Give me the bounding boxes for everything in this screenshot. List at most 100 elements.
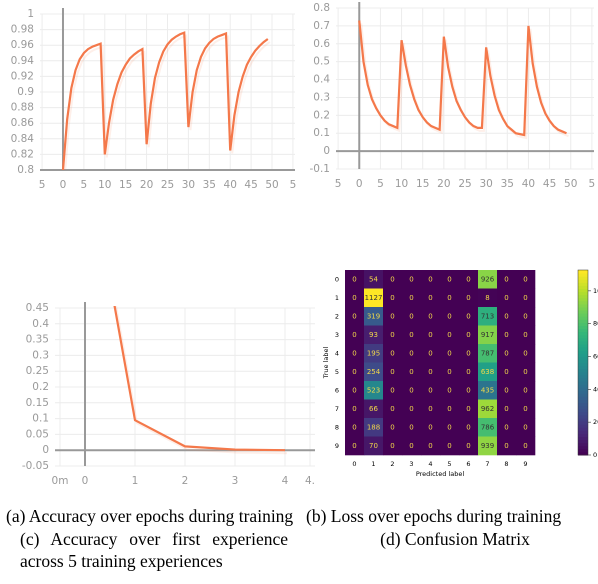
cell	[516, 270, 536, 289]
plot-area	[113, 306, 288, 455]
y-tick-label: 0	[335, 275, 339, 283]
cell	[345, 418, 365, 437]
y-tick-label: 0.8	[313, 2, 330, 14]
line	[61, 31, 269, 170]
cell-label: 0	[428, 349, 432, 357]
x-tick-label: 25	[458, 178, 471, 190]
cell	[516, 399, 536, 419]
x-tick-label: 3	[409, 460, 413, 468]
cell	[440, 288, 460, 308]
cell-label: 0	[409, 312, 413, 320]
cell-label: 962	[481, 405, 494, 413]
colorbar-segment	[578, 424, 588, 428]
cell-label: 0	[352, 442, 356, 450]
cell-label: 917	[481, 331, 494, 339]
cell-label: 0	[447, 368, 451, 376]
cell-label: 8	[485, 294, 489, 302]
cell	[383, 418, 403, 437]
x-tick-label: 45	[244, 179, 257, 191]
cell	[497, 436, 517, 456]
cell-label: 0	[466, 349, 470, 357]
cell	[421, 270, 441, 289]
colorbar-segment	[578, 270, 588, 274]
cell	[497, 325, 517, 345]
cell-label: 93	[369, 331, 378, 339]
colorbar-segment	[578, 451, 588, 456]
cell-label: 0	[352, 368, 356, 376]
cell	[440, 270, 460, 289]
cell-label: 0	[504, 294, 508, 302]
cell-label: 0	[447, 294, 451, 302]
x-tick-label: 20	[140, 179, 153, 191]
x-tick-label: 5	[335, 178, 342, 190]
cell-label: 0	[523, 442, 527, 450]
cell	[516, 381, 536, 400]
colorbar-segment	[578, 427, 588, 431]
cell-label: 0	[409, 442, 413, 450]
cell-label: 0	[523, 331, 527, 339]
cell	[345, 288, 365, 308]
colorbar-segment	[578, 445, 588, 450]
cell	[421, 325, 441, 345]
colorbar-segment	[578, 291, 588, 296]
cell-label: 0	[390, 405, 394, 413]
colorbar-segment	[578, 448, 588, 453]
cell-label: 0	[352, 423, 356, 431]
y-tick-label: -0.05	[22, 460, 49, 472]
x-tick-label: 10	[98, 179, 111, 191]
cell-label: 0	[523, 275, 527, 283]
x-tick-label: 40	[522, 178, 535, 190]
cell-label: 0	[390, 331, 394, 339]
cell	[497, 399, 517, 419]
cell-label: 435	[481, 386, 494, 394]
cell-label: 0	[390, 349, 394, 357]
cell-label: 70	[369, 442, 378, 450]
cell	[478, 307, 498, 326]
y-tick-label: 0.82	[11, 148, 34, 160]
colorbar-segment	[578, 439, 588, 444]
colorbar-tick-label: 600	[593, 353, 598, 361]
y-tick-label: 0	[323, 145, 330, 157]
x-tick-label: 0	[356, 178, 363, 190]
y-tick-label: 0.7	[313, 20, 330, 32]
cell	[516, 418, 536, 437]
x-tick-label: 50	[564, 178, 577, 190]
cell	[440, 307, 460, 326]
cell-label: 0	[504, 386, 508, 394]
charts: 0.80.820.840.860.880.90.920.940.960.9815…	[11, 2, 598, 487]
cell	[459, 381, 479, 400]
cell-label: 0	[409, 331, 413, 339]
cell-label: 0	[428, 405, 432, 413]
cell	[421, 436, 441, 456]
colorbar-segment	[578, 390, 588, 394]
cell	[516, 288, 536, 308]
cell	[497, 362, 517, 382]
cell	[383, 381, 403, 400]
cell	[383, 325, 403, 345]
colorbar-segment	[578, 325, 588, 330]
cell	[421, 381, 441, 400]
cell	[345, 436, 365, 456]
cell-label: 0	[523, 349, 527, 357]
cell-label: 0	[523, 312, 527, 320]
colorbar-segment	[578, 337, 588, 342]
y-tick-label: 0.6	[313, 38, 330, 50]
cell-label: 0	[466, 331, 470, 339]
colorbar-segment	[578, 396, 588, 400]
y-tick-label: 6	[335, 386, 339, 394]
cell	[516, 325, 536, 345]
cell	[383, 399, 403, 419]
cell	[402, 381, 422, 400]
cell	[478, 325, 498, 345]
cell	[402, 362, 422, 382]
colorbar-segment	[578, 402, 588, 407]
colorbar-segment	[578, 294, 588, 299]
cell-label: 0	[390, 275, 394, 283]
cell	[345, 307, 365, 326]
cell	[440, 362, 460, 382]
x-tick-label: 5	[39, 179, 46, 191]
x-tick-label: 2	[182, 475, 189, 487]
cell-label: 0	[352, 405, 356, 413]
cell	[478, 399, 498, 419]
cell-label: 0	[466, 294, 470, 302]
